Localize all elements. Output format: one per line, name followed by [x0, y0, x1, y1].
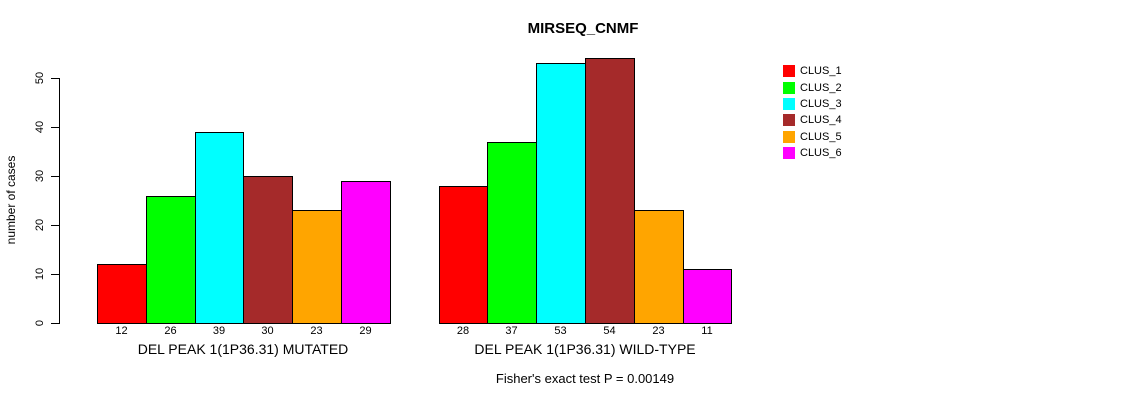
y-axis-tick [51, 78, 59, 79]
y-axis-label: number of cases [4, 155, 18, 245]
bar-value-label: 39 [212, 325, 226, 337]
chart-title: MIRSEQ_CNMF [527, 20, 639, 37]
bar-value-label: 12 [115, 325, 128, 337]
bar-value-label: 53 [554, 325, 567, 337]
y-axis-tick-label: 50 [34, 71, 46, 85]
bar-value-label: 11 [701, 325, 713, 337]
bar-value-label: 37 [505, 325, 518, 337]
bar-clus_4-group2 [585, 58, 635, 324]
bar-clus_3-group2 [536, 63, 586, 324]
bar-value-label: 23 [310, 325, 323, 337]
bar-value-label: 29 [359, 325, 372, 337]
y-axis-tick [51, 127, 59, 128]
bar-clus_1-group1 [97, 264, 147, 324]
bar-clus_5-group1 [292, 210, 342, 324]
y-axis-tick-label: 10 [34, 267, 46, 281]
legend-swatch-icon [783, 130, 795, 143]
legend-label: CLUS_6 [800, 147, 842, 160]
y-axis-tick [51, 176, 59, 177]
bar-value-label: 28 [456, 325, 470, 337]
legend-label: CLUS_4 [800, 114, 842, 127]
bar-clus_5-group2 [634, 210, 684, 324]
bar-value-label: 54 [603, 325, 616, 337]
legend-item-clus_2: CLUS_2 [783, 79, 842, 95]
legend-item-clus_6: CLUS_6 [783, 145, 842, 161]
legend-label: CLUS_5 [800, 130, 842, 143]
y-axis-tick [51, 225, 59, 226]
bar-clus_4-group1 [243, 176, 293, 324]
legend-label: CLUS_3 [800, 97, 842, 110]
y-axis-tick [51, 274, 59, 275]
bar-clus_3-group1 [195, 132, 244, 324]
legend-swatch-icon [783, 97, 795, 110]
bar-clus_6-group2 [683, 269, 732, 324]
bar-value-label: 30 [261, 325, 274, 337]
legend-item-clus_5: CLUS_5 [783, 129, 842, 145]
legend-swatch-icon [783, 114, 795, 127]
annotation-fisher-test: Fisher's exact test P = 0.00149 [495, 371, 675, 386]
bar-value-label: 23 [652, 325, 665, 337]
group-label-mutated: DEL PEAK 1(1P36.31) MUTATED [137, 341, 349, 357]
bar-clus_6-group1 [341, 181, 391, 324]
y-axis-tick-label: 20 [34, 218, 46, 232]
legend: CLUS_1 CLUS_2 CLUS_3 CLUS_4 CLUS_5 CLUS_6 [783, 63, 842, 161]
y-axis-line [59, 78, 60, 324]
y-axis-tick-label: 0 [34, 319, 46, 327]
group-label-wildtype: DEL PEAK 1(1P36.31) WILD-TYPE [474, 341, 696, 357]
bar-clus_1-group2 [439, 186, 488, 324]
legend-item-clus_4: CLUS_4 [783, 112, 842, 128]
legend-label: CLUS_1 [800, 65, 842, 78]
bar-value-label: 26 [164, 325, 177, 337]
legend-swatch-icon [783, 65, 795, 78]
legend-item-clus_3: CLUS_3 [783, 96, 842, 112]
y-axis-tick [51, 323, 59, 324]
legend-label: CLUS_2 [800, 81, 842, 94]
bar-clus_2-group2 [487, 142, 537, 324]
legend-swatch-icon [783, 81, 795, 94]
legend-item-clus_1: CLUS_1 [783, 63, 842, 79]
legend-swatch-icon [783, 147, 795, 160]
y-axis-tick-label: 30 [34, 169, 46, 183]
bar-clus_2-group1 [146, 196, 196, 324]
y-axis-tick-label: 40 [34, 120, 46, 134]
